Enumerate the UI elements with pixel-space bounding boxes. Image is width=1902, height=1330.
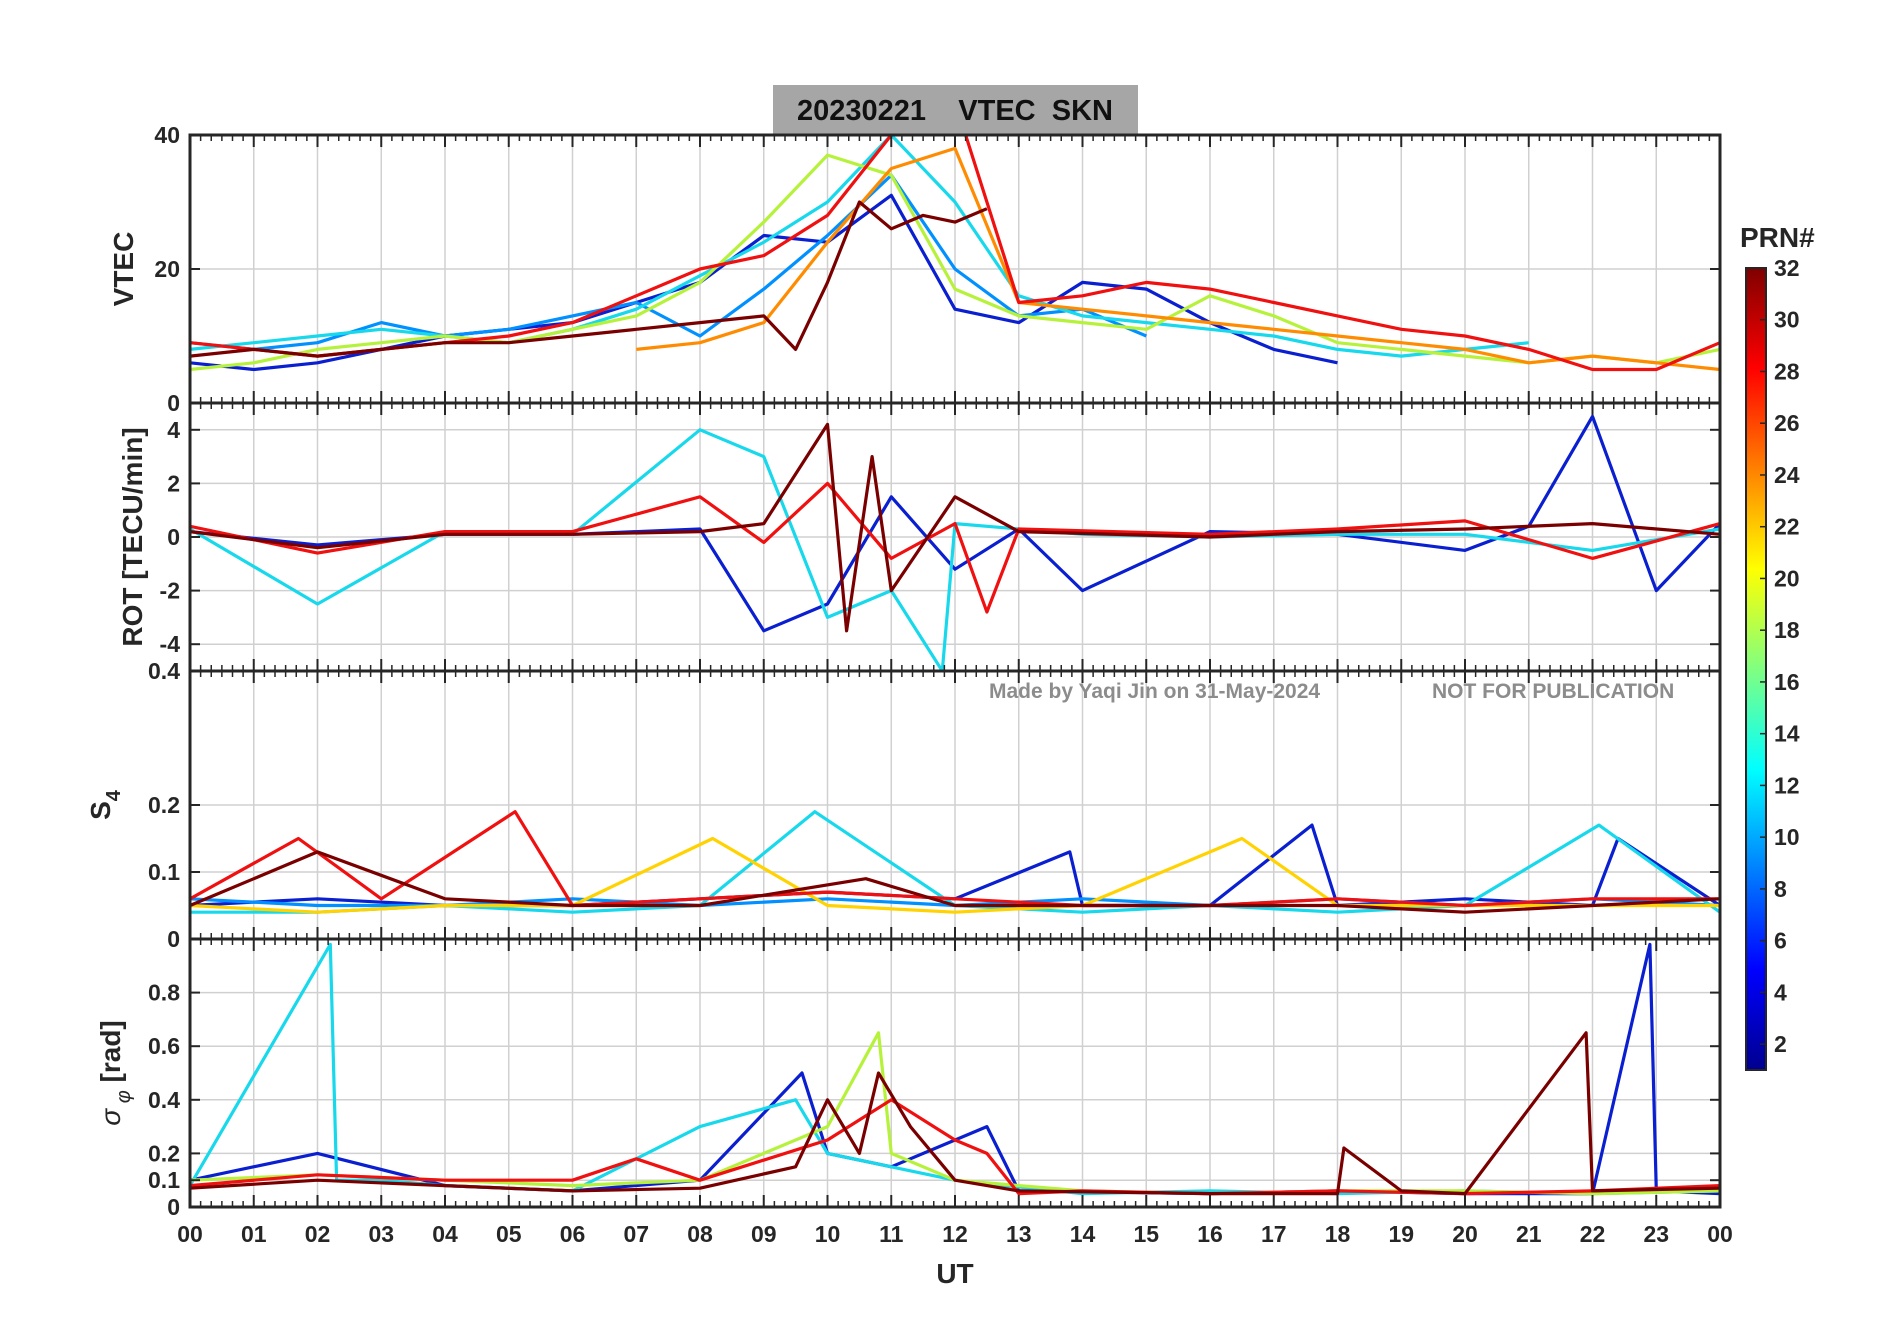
colorbar-tick-label: 2 [1774, 1031, 1787, 1057]
colorbar-tick-label: 12 [1774, 772, 1800, 798]
x-tick-label: 21 [1516, 1221, 1542, 1247]
colorbar-tick-label: 4 [1774, 979, 1787, 1005]
s4-ticks: 0 0.1 0.2 0.4 [148, 658, 1721, 952]
credit-watermark: Made by Yaqi Jin on 31-May-2024 [989, 680, 1320, 703]
y-tick-label: 0.1 [148, 859, 180, 885]
x-tick-label: 10 [815, 1221, 841, 1247]
colorbar-label: PRN# [1740, 222, 1815, 253]
colorbar-tick-label: 22 [1774, 514, 1800, 540]
x-tick-label: 19 [1388, 1221, 1414, 1247]
x-tick-label: 08 [687, 1221, 713, 1247]
x-tick-label: 09 [751, 1221, 777, 1247]
rot-series [190, 414, 1720, 671]
s4-y-label: S4 [85, 789, 125, 820]
x-tick-label: 02 [305, 1221, 331, 1247]
y-tick-label: 0 [167, 390, 180, 416]
x-tick-label: 18 [1325, 1221, 1351, 1247]
y-tick-label: 0.4 [148, 1087, 180, 1113]
x-tick-label: 16 [1197, 1221, 1223, 1247]
title-background [773, 85, 1138, 135]
vtec-panel: 0 20 40 VTEC [108, 122, 1722, 416]
rot-series-line-3 [190, 422, 1720, 633]
colorbar-tick-label: 24 [1774, 462, 1800, 488]
y-tick-label: 4 [167, 417, 180, 443]
x-tick-label: 00 [1707, 1221, 1733, 1247]
vtec-series-line-6 [190, 200, 988, 358]
y-tick-label: 0.8 [148, 980, 180, 1006]
rot-panel: -4 -2 0 2 4 ROT [TECU/min] [117, 401, 1722, 673]
y-tick-label: 0.4 [148, 658, 180, 684]
y-tick-label: -4 [160, 631, 181, 657]
vtec-grid [190, 135, 1720, 403]
x-axis-label: UT [936, 1258, 973, 1289]
colorbar-tick-label: 16 [1774, 669, 1800, 695]
sigma-y-label: σ φ [rad] [95, 1020, 135, 1126]
s4-series [190, 810, 1720, 914]
y-tick-label: 0.2 [148, 792, 180, 818]
x-tick-label: 05 [496, 1221, 522, 1247]
y-tick-label: 40 [154, 122, 180, 148]
publication-watermark: NOT FOR PUBLICATION [1432, 680, 1674, 703]
x-tick-label: 13 [1006, 1221, 1032, 1247]
x-tick-label: 11 [879, 1221, 904, 1247]
colorbar-tick-label: 28 [1774, 358, 1800, 384]
sigma-panel: 00.10.20.40.60.8 σ φ [rad] 00 01 02 03 04 05 0… [95, 937, 1733, 1289]
colorbar-tick-label: 18 [1774, 617, 1800, 643]
colorbar-gradient-bar [1745, 267, 1767, 1071]
y-tick-label: 0 [167, 1194, 180, 1220]
colorbar-tick-label: 10 [1774, 824, 1800, 850]
vtec-series-line-3 [190, 153, 1720, 372]
s4-series-line-5 [190, 850, 1720, 914]
colorbar-tick-label: 26 [1774, 410, 1800, 436]
x-tick-label: 23 [1643, 1221, 1669, 1247]
x-tick-label: 04 [432, 1221, 458, 1247]
colorbar-tick-label: 6 [1774, 928, 1787, 954]
y-tick-label: 0.1 [148, 1167, 180, 1193]
x-tick-labels: 00 01 02 03 04 05 06 07 08 09 10 11 12 13 14 15 16 17 18 19… [177, 1221, 1733, 1247]
colorbar-tick-label: 8 [1774, 876, 1787, 902]
colorbar-tick-label: 14 [1774, 721, 1800, 747]
rot-y-label: ROT [TECU/min] [117, 427, 148, 646]
x-tick-label: 14 [1070, 1221, 1096, 1247]
sigma-series [190, 942, 1720, 1196]
vtec-y-label: VTEC [108, 232, 139, 307]
sigma-ticks: 00.10.2 0.4 0.6 0.8 [148, 939, 1721, 1220]
vtec-series-line-2 [190, 135, 1529, 358]
x-tick-label: 22 [1580, 1221, 1606, 1247]
colorbar-tick-label: 30 [1774, 307, 1800, 333]
vtec-series-line-4 [636, 146, 1720, 372]
colorbar-tick-label: 32 [1774, 255, 1800, 281]
y-tick-label: 0 [167, 524, 180, 550]
s4-grid [190, 671, 1720, 939]
y-tick-label: 0.2 [148, 1140, 180, 1166]
x-tick-label: 12 [942, 1221, 968, 1247]
x-tick-label: 07 [623, 1221, 649, 1247]
sigma-grid [190, 939, 1720, 1207]
x-tick-label: 20 [1452, 1221, 1478, 1247]
x-tick-label: 01 [241, 1221, 267, 1247]
y-tick-label: -2 [160, 578, 180, 604]
x-tick-label: 03 [368, 1221, 394, 1247]
y-tick-label: 0 [167, 926, 180, 952]
vtec-series [190, 135, 1720, 372]
x-tick-label: 17 [1261, 1221, 1287, 1247]
x-tick-label: 06 [560, 1221, 586, 1247]
x-tick-label: 15 [1133, 1221, 1159, 1247]
colorbar-tick-label: 20 [1774, 565, 1800, 591]
s4-panel: 0 0.1 0.2 0.4 S4 Made by Yaqi Jin on 31-May… [85, 658, 1722, 952]
sigma-series-line-3 [190, 1098, 1720, 1196]
figure-title: 20230221 VTEC SKN [797, 95, 1113, 127]
y-tick-label: 2 [167, 470, 180, 496]
x-tick-label: 00 [177, 1221, 203, 1247]
y-tick-label: 20 [154, 256, 180, 282]
y-tick-label: 0.6 [148, 1033, 180, 1059]
sigma-series-line-4 [190, 1031, 1720, 1196]
